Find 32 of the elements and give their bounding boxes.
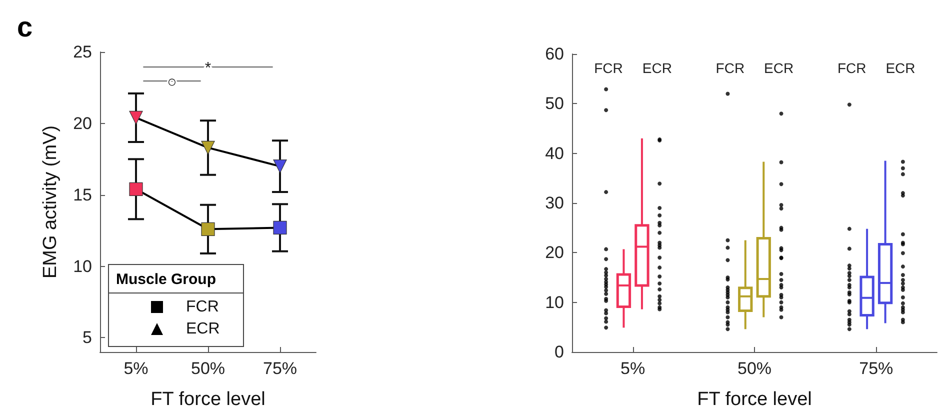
x-tick-label: 75% <box>262 359 298 378</box>
x-tick-label: 50% <box>737 359 772 378</box>
legend-label: FCR <box>186 298 219 316</box>
chart-title: c <box>17 12 33 42</box>
x-tick-label: 5% <box>124 359 148 378</box>
y-tick-label: 50 <box>545 94 564 114</box>
annotation: ECR <box>886 60 916 76</box>
x-tick-label: 5% <box>620 359 646 378</box>
annotation: FCR <box>716 60 745 76</box>
y-tick-label: 0 <box>554 342 564 362</box>
y-tick-label: 40 <box>545 144 564 163</box>
y-tick-label: 10 <box>73 256 92 276</box>
y-tick-label: 60 <box>545 44 564 64</box>
y-axis-title: EMG activity (mV) <box>40 125 61 279</box>
y-tick-label: 20 <box>545 243 564 262</box>
legend-label: ECR <box>186 320 220 338</box>
annotation: * <box>204 60 212 77</box>
y-tick-label: 15 <box>73 185 92 204</box>
y-tick-label: 5 <box>82 328 92 348</box>
legend-title: Muscle Group <box>116 271 216 288</box>
x-tick-label: 75% <box>859 359 894 378</box>
y-tick-label: 20 <box>73 114 92 133</box>
y-tick-label: 25 <box>73 42 92 62</box>
annotation: ECR <box>642 60 672 76</box>
x-axis-title: FT force level <box>697 389 812 410</box>
annotation: FCR <box>837 60 866 76</box>
y-tick-label: 30 <box>545 194 564 212</box>
y-tick-label: 10 <box>545 292 564 312</box>
x-axis-title: FT force level <box>150 389 266 410</box>
annotation: FCR <box>594 60 623 76</box>
annotation: ECR <box>764 60 794 76</box>
x-tick-label: 50% <box>190 359 226 378</box>
